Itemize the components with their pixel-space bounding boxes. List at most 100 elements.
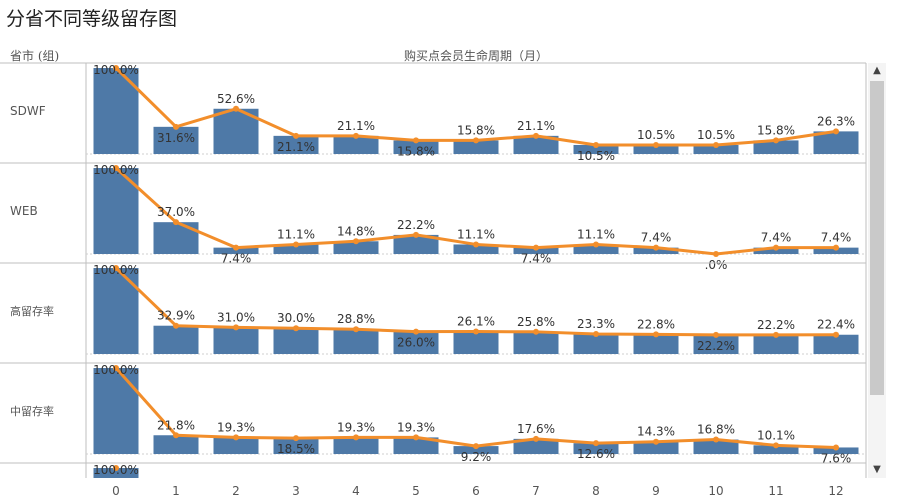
data-label: 12.6% (577, 447, 615, 461)
data-label: 15.8% (397, 144, 435, 158)
x-tick-label: 9 (652, 484, 660, 498)
row-label: 中留存率 (10, 404, 54, 418)
data-label: 18.5% (277, 442, 315, 456)
data-label: 14.3% (637, 425, 675, 439)
trend-point (113, 365, 119, 371)
trend-point (353, 238, 359, 245)
trend-point (293, 241, 299, 248)
data-label: 15.8% (457, 123, 495, 137)
data-label: 37.0% (157, 205, 195, 219)
data-label: 22.4% (817, 318, 855, 332)
x-tick-label: 10 (708, 484, 723, 498)
bar (333, 329, 379, 354)
bar (453, 244, 499, 254)
trend-point (773, 331, 779, 338)
bar (273, 135, 319, 154)
bar (93, 368, 139, 454)
bar (273, 438, 319, 454)
trend-point (713, 141, 719, 148)
data-label: 10.5% (577, 149, 615, 163)
chart-title: 分省不同等级留存图 (6, 8, 178, 30)
bar (453, 446, 499, 454)
bar (693, 439, 739, 454)
trend-point (473, 328, 479, 335)
trend-point (113, 165, 119, 171)
vertical-scrollbar[interactable]: ▲ ▼ (868, 63, 886, 478)
data-label: 15.8% (757, 123, 795, 137)
bar (633, 144, 679, 154)
data-label: 21.1% (517, 119, 555, 133)
trend-point (653, 331, 659, 338)
trend-point (593, 241, 599, 248)
trend-point (113, 65, 119, 71)
trend-point (713, 331, 719, 338)
data-label: 22.2% (697, 339, 735, 353)
bar (753, 334, 799, 354)
scroll-thumb[interactable] (870, 81, 884, 395)
row-label: 高留存率 (10, 304, 54, 318)
bar (213, 327, 259, 354)
x-tick-label: 11 (768, 484, 783, 498)
data-label: 26.1% (457, 315, 495, 329)
data-label: 21.1% (277, 140, 315, 154)
row-label: WEB (10, 204, 38, 218)
bar (813, 334, 859, 354)
data-label: 30.0% (277, 311, 315, 325)
chevron-up-icon[interactable]: ▲ (873, 65, 881, 76)
trend-point (473, 443, 479, 450)
data-label: 19.3% (337, 420, 375, 434)
bar (573, 244, 619, 254)
data-label: 100.0% (93, 263, 139, 277)
chevron-down-icon[interactable]: ▼ (873, 464, 881, 475)
trend-point (833, 444, 839, 451)
bar (153, 126, 199, 154)
data-label: 25.8% (517, 315, 555, 329)
trend-point (413, 137, 419, 144)
bar (513, 135, 559, 154)
data-label: 14.8% (337, 224, 375, 238)
data-label: 10.5% (697, 128, 735, 142)
trend-point (173, 123, 179, 130)
bar (633, 334, 679, 354)
bar (813, 247, 859, 254)
x-tick-label: 5 (412, 484, 420, 498)
data-label: 9.2% (461, 450, 492, 464)
trend-point (473, 137, 479, 144)
data-label: 19.3% (217, 420, 255, 434)
trend-point (713, 436, 719, 443)
data-label: 28.8% (337, 312, 375, 326)
bar (273, 244, 319, 254)
trend-point (233, 324, 239, 331)
bar (633, 441, 679, 454)
row-label: SDWF (10, 104, 46, 118)
trend-point (653, 244, 659, 251)
data-label: 16.8% (697, 423, 735, 437)
bar (393, 234, 439, 254)
x-tick-label: 8 (592, 484, 600, 498)
trend-point (533, 435, 539, 442)
trend-point (293, 325, 299, 332)
trend-point (593, 440, 599, 447)
trend-point (173, 432, 179, 439)
trend-point (593, 330, 599, 337)
bar (93, 68, 139, 154)
trend-point (773, 442, 779, 449)
x-tick-label: 12 (828, 484, 843, 498)
x-tick-label: 6 (472, 484, 480, 498)
bar (753, 247, 799, 254)
bar (273, 328, 319, 354)
bar (153, 325, 199, 354)
data-label: 100.0% (93, 63, 139, 77)
data-label: 100.0% (93, 363, 139, 377)
bar (573, 333, 619, 354)
data-label: 11.1% (277, 227, 315, 241)
data-label: 31.0% (217, 310, 255, 324)
row-header: 省市 (组) (10, 49, 60, 63)
data-label: 21.1% (337, 119, 375, 133)
trend-point (653, 438, 659, 445)
bar (453, 140, 499, 154)
data-label: 7.4% (641, 231, 672, 245)
bar (153, 222, 199, 254)
bar (453, 331, 499, 354)
data-label: 7.6% (821, 451, 852, 465)
